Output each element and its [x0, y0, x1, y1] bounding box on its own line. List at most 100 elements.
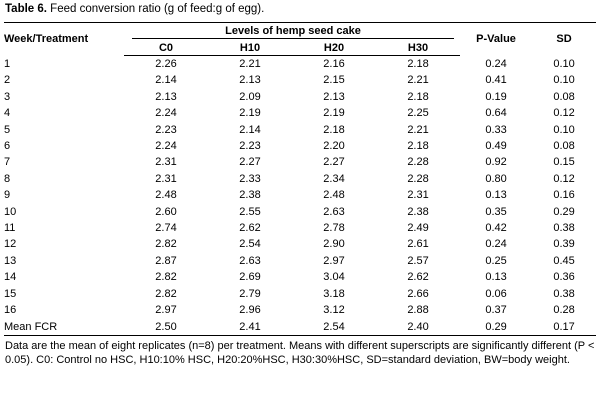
cell-h10: 2.09	[239, 90, 261, 103]
cell-h10: 2.54	[239, 238, 261, 251]
cell-h10: 2.38	[239, 189, 261, 202]
cell-h30: 2.28	[407, 156, 429, 169]
cell-sd: 0.10	[553, 57, 575, 70]
cell-sd: 0.17	[532, 318, 597, 336]
cell-c0: 2.14	[155, 74, 177, 87]
cell-p-value: 0.25	[485, 254, 507, 267]
cell-h20: 2.13	[323, 90, 345, 103]
cell-h20: 2.90	[323, 238, 345, 251]
cell-h10: 2.23	[239, 140, 261, 153]
fcr-table: Week/Treatment Levels of hemp seed cake …	[4, 22, 597, 336]
cell-c0: 2.82	[155, 271, 177, 284]
cell-c0: 2.13	[155, 90, 177, 103]
cell-h20: 2.27	[323, 156, 345, 169]
table-caption-text: Feed conversion ratio (g of feed:g of eg…	[46, 3, 265, 15]
table-row: 4 2.24 2.19 2.19 2.25 0.64 0.12	[4, 105, 596, 121]
cell-c0: 2.74	[155, 222, 177, 235]
cell-week: 6	[4, 140, 11, 153]
table-row: 3 2.13 2.09 2.13 2.18 0.19 0.08	[4, 89, 596, 105]
cell-week: 1	[4, 57, 11, 70]
cell-c0: 2.26	[155, 58, 177, 70]
cell-h10: 2.96	[239, 304, 261, 317]
cell-p-value: 0.92	[485, 156, 507, 169]
header-h10: H10	[208, 40, 292, 56]
cell-sd: 0.39	[553, 238, 575, 251]
cell-h30: 2.21	[407, 123, 429, 136]
cell-c0: 2.31	[155, 172, 177, 185]
table-row: 1 2.26 2.21 2.16 2.18 0.24 0.10	[4, 56, 596, 73]
cell-h10: 2.41	[208, 318, 292, 336]
cell-c0: 2.82	[155, 287, 177, 300]
cell-h20: 2.63	[323, 205, 345, 218]
cell-h30: 2.88	[407, 304, 429, 317]
cell-week: 2	[4, 74, 11, 87]
cell-h10: 2.69	[239, 271, 261, 284]
cell-sd: 0.38	[553, 222, 575, 235]
cell-week: 8	[4, 172, 11, 185]
table-row: 16 2.97 2.96 3.12 2.88 0.37 0.28	[4, 302, 596, 318]
cell-h10: 2.13	[239, 74, 261, 87]
cell-p-value: 0.24	[485, 238, 507, 251]
table-row: 12 2.82 2.54 2.90 2.61 0.24 0.39	[4, 236, 596, 252]
cell-h10: 2.19	[239, 107, 261, 120]
header-row-top: Week/Treatment Levels of hemp seed cake …	[4, 22, 597, 56]
cell-week: 15	[4, 287, 17, 300]
cell-p-value: 0.19	[485, 90, 507, 103]
table-caption: Table 6. Feed conversion ratio (g of fee…	[5, 2, 596, 16]
table-row: 15 2.82 2.79 3.18 2.66 0.06 0.38	[4, 286, 596, 302]
cell-c0: 2.24	[155, 107, 177, 120]
table-footnote: Data are the mean of eight replicates (n…	[5, 339, 595, 366]
cell-sd: 0.12	[553, 172, 575, 185]
cell-h20: 3.12	[323, 304, 345, 317]
table-row: 9 2.48 2.38 2.48 2.31 0.13 0.16	[4, 187, 596, 203]
cell-p-value: 0.06	[485, 287, 507, 300]
cell-h30: 2.28	[407, 172, 429, 185]
table-row: 7 2.31 2.27 2.27 2.28 0.92 0.15	[4, 154, 596, 170]
cell-sd: 0.28	[553, 304, 575, 317]
cell-h10: 2.21	[239, 58, 261, 70]
cell-sd: 0.08	[553, 90, 575, 103]
cell-p-value: 0.42	[485, 222, 507, 235]
cell-week: 11	[4, 222, 16, 235]
cell-h20: 2.97	[323, 254, 345, 267]
cell-week: 7	[4, 156, 11, 169]
cell-h20: 2.48	[323, 189, 345, 202]
cell-c0: 2.87	[155, 254, 177, 267]
cell-sd: 0.29	[553, 205, 575, 218]
cell-p-value: 0.13	[485, 189, 507, 202]
cell-h30: 2.66	[407, 287, 429, 300]
cell-h20: 2.18	[323, 123, 345, 136]
cell-week: 12	[4, 238, 17, 251]
header-row-sub: C0 H10 H20 H30	[4, 40, 596, 56]
cell-sd: 0.36	[553, 271, 575, 284]
cell-c0: 2.60	[155, 205, 177, 218]
cell-h20: 2.15	[323, 74, 345, 87]
cell-h10: 2.62	[239, 222, 261, 235]
cell-c0: 2.24	[155, 140, 177, 153]
cell-week: 4	[4, 107, 11, 120]
cell-sd: 0.38	[553, 287, 575, 300]
cell-h10: 2.14	[239, 123, 261, 136]
table-row: 10 2.60 2.55 2.63 2.38 0.35 0.29	[4, 204, 596, 220]
cell-p-value: 0.37	[485, 304, 507, 317]
cell-h10: 2.33	[239, 172, 261, 185]
cell-p-value: 0.24	[485, 57, 507, 70]
cell-h30: 2.61	[407, 238, 429, 251]
cell-p-value: 0.35	[485, 205, 507, 218]
cell-h10: 2.63	[239, 254, 261, 267]
header-sd: SD	[532, 22, 597, 56]
cell-p-value: 0.29	[460, 318, 533, 336]
cell-c0: 2.82	[155, 238, 177, 251]
header-p-value: P-Value	[460, 22, 533, 56]
header-h30: H30	[376, 40, 461, 56]
cell-p-value: 0.13	[485, 271, 507, 284]
cell-h30: 2.18	[407, 90, 429, 103]
cell-h30: 2.57	[407, 254, 429, 267]
cell-sd: 0.10	[553, 74, 575, 87]
table-row-mean-fcr: Mean FCR 2.50 2.41 2.54 2.40 0.29 0.17	[4, 318, 597, 336]
header-levels-hemp-seed-cake: Levels of hemp seed cake	[132, 25, 455, 39]
cell-h20: 3.18	[323, 287, 345, 300]
cell-p-value: 0.80	[485, 172, 507, 185]
cell-sd: 0.10	[553, 123, 575, 136]
cell-week: 14	[4, 271, 17, 284]
